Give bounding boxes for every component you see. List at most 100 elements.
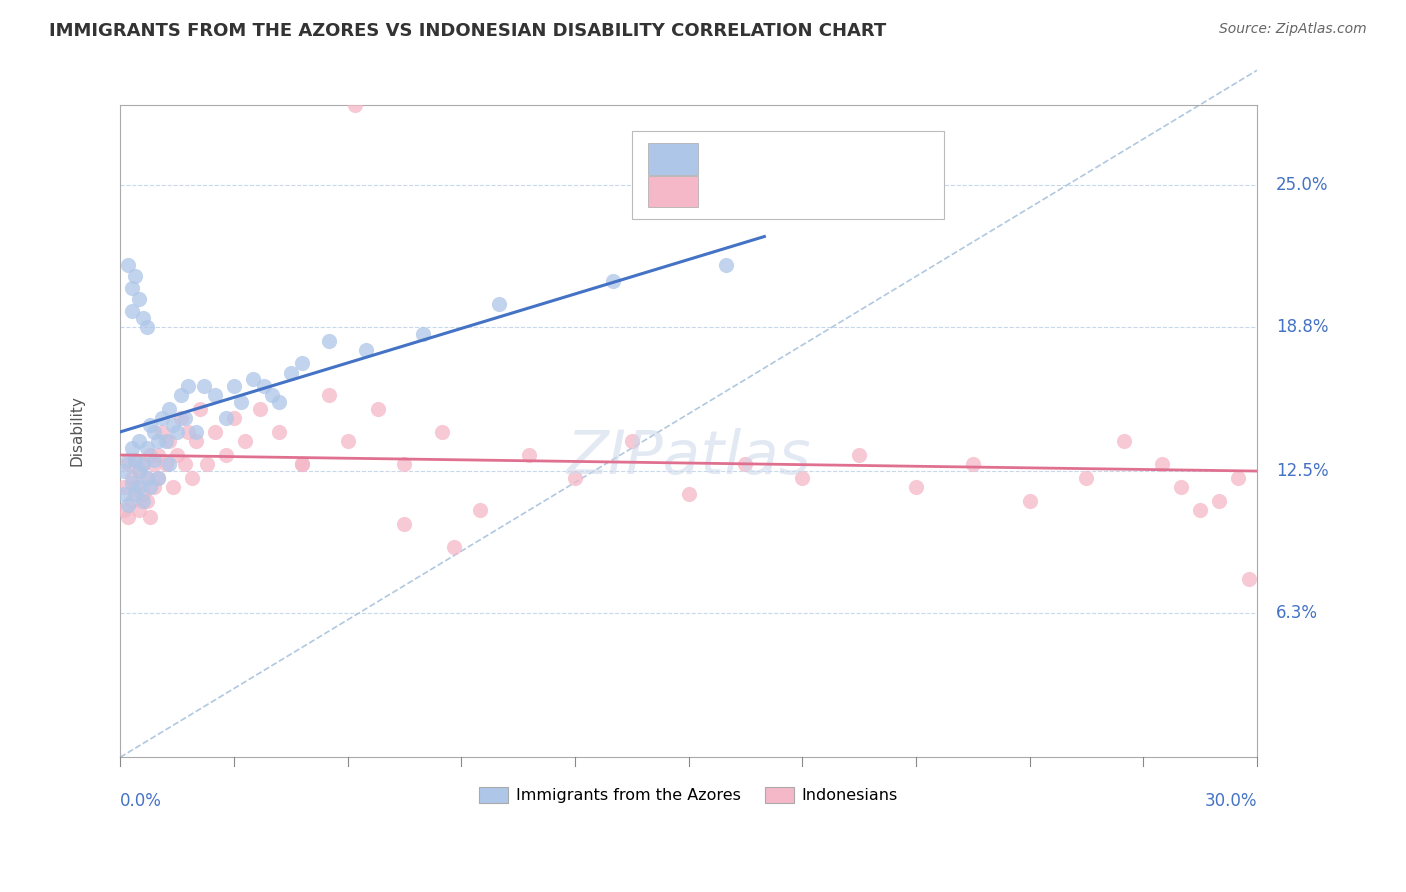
FancyBboxPatch shape bbox=[648, 144, 697, 175]
Point bbox=[162, 480, 184, 494]
Point bbox=[170, 388, 193, 402]
Text: 6.3%: 6.3% bbox=[1275, 604, 1317, 622]
Point bbox=[143, 452, 166, 467]
Point bbox=[124, 269, 146, 284]
Point bbox=[269, 395, 291, 409]
Point bbox=[1076, 471, 1098, 485]
Point bbox=[173, 411, 195, 425]
Text: N = 48: N = 48 bbox=[831, 150, 893, 168]
Point bbox=[117, 509, 139, 524]
Text: 0.0%: 0.0% bbox=[120, 791, 162, 810]
Point bbox=[336, 434, 359, 449]
Point bbox=[519, 448, 541, 462]
Point bbox=[291, 356, 314, 370]
Point bbox=[170, 411, 193, 425]
Point bbox=[1208, 493, 1230, 508]
Point bbox=[124, 452, 146, 467]
Point bbox=[135, 319, 157, 334]
Point bbox=[195, 457, 218, 471]
Point bbox=[128, 434, 150, 449]
Point bbox=[128, 293, 150, 307]
Point bbox=[367, 402, 389, 417]
Point bbox=[318, 334, 340, 348]
Text: 25.0%: 25.0% bbox=[1275, 176, 1329, 194]
Point bbox=[112, 464, 135, 478]
Point bbox=[121, 493, 143, 508]
Point bbox=[394, 457, 416, 471]
Point bbox=[177, 425, 200, 439]
Point bbox=[269, 425, 291, 439]
Point bbox=[215, 411, 238, 425]
Point bbox=[488, 297, 510, 311]
FancyBboxPatch shape bbox=[648, 176, 697, 207]
Point bbox=[128, 480, 150, 494]
FancyBboxPatch shape bbox=[631, 131, 945, 219]
Point bbox=[139, 418, 162, 433]
Point bbox=[222, 379, 245, 393]
Point bbox=[128, 464, 150, 478]
Point bbox=[112, 480, 135, 494]
Point bbox=[128, 503, 150, 517]
Point bbox=[564, 471, 586, 485]
Text: ZIPatlas: ZIPatlas bbox=[567, 427, 811, 487]
Point bbox=[848, 448, 870, 462]
Point bbox=[242, 372, 264, 386]
Point bbox=[204, 425, 226, 439]
Point bbox=[291, 457, 314, 471]
Point bbox=[1227, 471, 1250, 485]
Point bbox=[1114, 434, 1136, 449]
Point bbox=[121, 475, 143, 490]
Text: 12.5%: 12.5% bbox=[1275, 462, 1329, 480]
Text: N = 67: N = 67 bbox=[831, 183, 893, 201]
Point bbox=[162, 418, 184, 433]
Point bbox=[117, 457, 139, 471]
Text: 18.8%: 18.8% bbox=[1275, 318, 1329, 335]
Point bbox=[181, 471, 204, 485]
Point bbox=[716, 258, 738, 272]
Point bbox=[117, 258, 139, 272]
Point bbox=[904, 480, 927, 494]
Point bbox=[792, 471, 814, 485]
Point bbox=[135, 471, 157, 485]
Point bbox=[166, 448, 188, 462]
Point bbox=[356, 343, 378, 357]
Point bbox=[128, 464, 150, 478]
Point bbox=[150, 411, 173, 425]
Point bbox=[734, 457, 756, 471]
Point bbox=[468, 503, 491, 517]
Text: Disability: Disability bbox=[69, 395, 84, 467]
Legend: Immigrants from the Azores, Indonesians: Immigrants from the Azores, Indonesians bbox=[471, 779, 905, 812]
Point bbox=[155, 434, 177, 449]
Point bbox=[117, 452, 139, 467]
Point bbox=[132, 487, 155, 501]
Point bbox=[253, 379, 276, 393]
Point bbox=[112, 487, 135, 501]
Point bbox=[344, 97, 367, 112]
Point bbox=[157, 457, 180, 471]
Point bbox=[231, 395, 253, 409]
Point bbox=[602, 274, 624, 288]
Point bbox=[188, 402, 211, 417]
Point bbox=[121, 441, 143, 455]
Point bbox=[222, 411, 245, 425]
Point bbox=[432, 425, 454, 439]
Point bbox=[146, 448, 169, 462]
Point bbox=[135, 471, 157, 485]
Point bbox=[166, 425, 188, 439]
Point bbox=[1018, 493, 1040, 508]
Point bbox=[318, 388, 340, 402]
Point bbox=[143, 480, 166, 494]
Text: R =: R = bbox=[707, 183, 744, 201]
Point bbox=[117, 499, 139, 513]
Point bbox=[962, 457, 984, 471]
Point bbox=[143, 457, 166, 471]
Point bbox=[394, 516, 416, 531]
Point bbox=[412, 326, 434, 341]
Point bbox=[121, 281, 143, 295]
Point bbox=[112, 503, 135, 517]
Point bbox=[678, 487, 700, 501]
Text: -0.057: -0.057 bbox=[751, 183, 810, 201]
Point bbox=[132, 457, 155, 471]
Point bbox=[135, 493, 157, 508]
Point bbox=[177, 379, 200, 393]
